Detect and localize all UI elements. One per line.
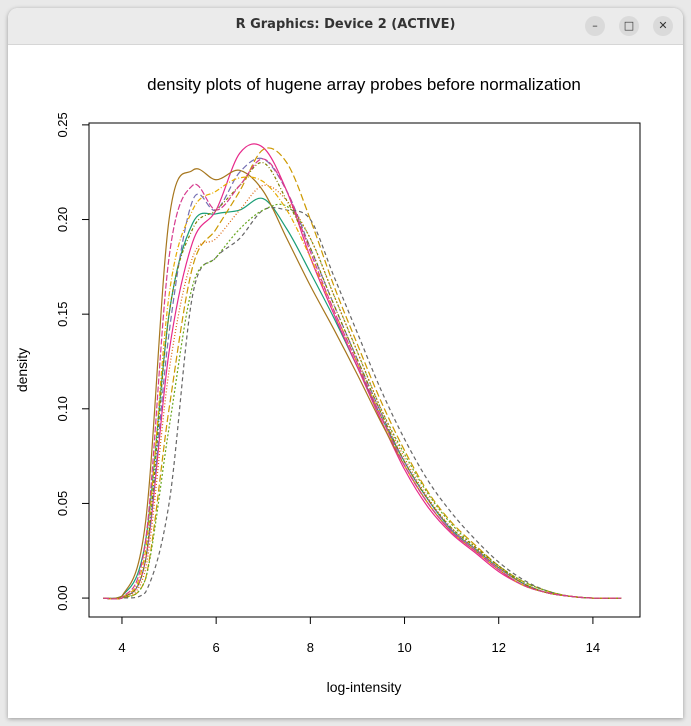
y-tick-label: 0.10 [55,396,70,421]
density-line-s11 [103,158,622,600]
r-graphics-window: R Graphics: Device 2 (ACTIVE) – □ ✕ dens… [8,8,683,718]
density-line-s6 [103,206,622,600]
y-axis-label: density [14,348,30,392]
y-tick-label: 0.15 [55,302,70,327]
y-tick-label: 0.20 [55,207,70,232]
maximize-button[interactable]: □ [619,16,639,36]
density-line-s7 [103,203,622,600]
plot-frame [88,122,641,618]
density-chart: density plots of hugene array probes bef… [14,75,641,695]
x-tick-label: 4 [118,640,125,655]
density-line-s3 [103,168,622,600]
title-bar: R Graphics: Device 2 (ACTIVE) – □ ✕ [8,8,683,45]
density-line-s9 [103,176,622,600]
y-tick-label: 0.00 [55,585,70,610]
y-tick-label: 0.25 [55,112,70,137]
y-tick-label: 0.05 [55,491,70,516]
density-line-s10 [103,162,622,600]
x-tick-label: 6 [213,640,220,655]
x-tick-label: 12 [491,640,505,655]
x-tick-label: 8 [307,640,314,655]
window-title: R Graphics: Device 2 (ACTIVE) [235,17,456,32]
x-tick-label: 10 [397,640,411,655]
close-button[interactable]: ✕ [653,16,673,36]
minimize-button[interactable]: – [585,16,605,36]
x-axis-label: log-intensity [327,679,402,695]
chart-title: density plots of hugene array probes bef… [147,75,581,94]
x-tick-label: 14 [586,640,600,655]
